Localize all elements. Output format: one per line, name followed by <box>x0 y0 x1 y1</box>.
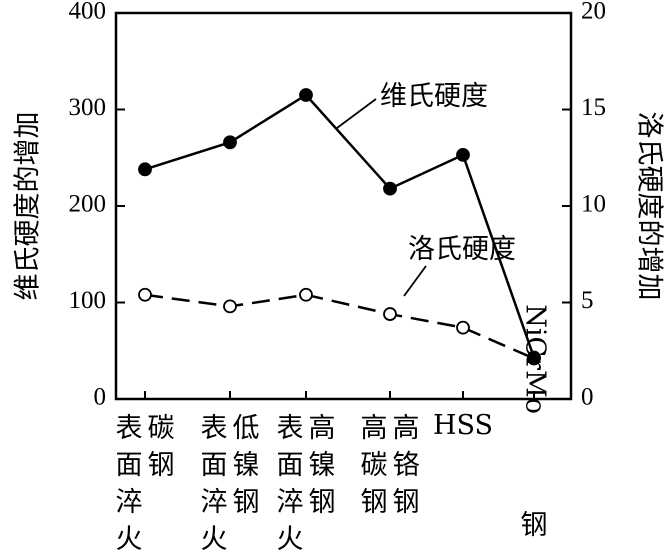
category-label: 淬 <box>277 487 304 518</box>
rockwell-point <box>299 287 313 302</box>
category-label: 面 <box>277 450 304 481</box>
right-tick-label: 10 <box>581 191 606 218</box>
right-tick-label: 20 <box>581 0 606 25</box>
category-labels: 表面淬火碳钢表面淬火低镍钢表面淬火高镍钢高碳钢高铬钢HSSNiCrMo钢 <box>116 304 551 555</box>
category-label: 火 <box>116 524 143 555</box>
left-tick-label: 100 <box>69 287 107 314</box>
category-label: 钢 <box>393 487 420 518</box>
left-axis-ticks: 0 100 200 300 400 <box>69 0 125 411</box>
category-label: 钢 <box>148 450 175 481</box>
rockwell-point <box>527 351 541 366</box>
category-label: 低 <box>233 413 260 444</box>
category-label: 钢 <box>361 487 388 518</box>
vickers-leader-line <box>336 98 377 129</box>
category-label: 钢 <box>309 487 336 518</box>
plot-frame <box>114 11 573 401</box>
left-axis-label: 维氏硬度的增加 <box>13 112 44 301</box>
category-label: 面 <box>201 450 228 481</box>
category-label: 碳 <box>148 413 175 444</box>
series-line <box>144 93 536 358</box>
rockwell-leader-line <box>403 265 427 297</box>
rockwell-point <box>138 287 152 302</box>
category-label: 碳 <box>361 450 388 481</box>
series-layer <box>138 88 541 366</box>
right-tick-label: 0 <box>581 384 594 411</box>
vickers-point <box>138 162 152 177</box>
vickers-point <box>299 88 313 102</box>
category-label: 淬 <box>116 487 143 518</box>
vickers-series-label: 维氏硬度 <box>380 81 488 112</box>
category-label: 高 <box>309 413 336 444</box>
series-line <box>144 293 535 360</box>
right-axis-ticks: 0 5 10 15 20 <box>562 0 606 411</box>
vickers-point <box>383 181 397 196</box>
category-label: 镍 <box>309 450 336 481</box>
category-label: 表 <box>201 413 228 444</box>
category-label: 面 <box>116 450 143 481</box>
rockwell-point <box>383 307 397 321</box>
category-label: 铬 <box>393 450 420 481</box>
right-tick-label: 15 <box>581 94 606 121</box>
left-tick-label: 0 <box>94 384 107 411</box>
category-label: 表 <box>116 413 143 444</box>
category-label: 表 <box>277 413 304 444</box>
right-tick-label: 5 <box>581 287 594 314</box>
rockwell-point <box>456 320 470 335</box>
category-label: 火 <box>277 524 304 555</box>
category-label: 火 <box>201 524 228 555</box>
vickers-point <box>223 135 237 150</box>
left-tick-label: 200 <box>69 191 107 218</box>
category-label: HSS <box>433 410 493 441</box>
category-label: 镍 <box>233 450 260 481</box>
rockwell-point <box>223 299 237 314</box>
category-label: 淬 <box>201 487 228 518</box>
category-label: 钢 <box>521 510 548 541</box>
category-label: 高 <box>361 413 388 444</box>
left-tick-label: 400 <box>69 0 107 25</box>
vickers-point <box>456 147 470 162</box>
rockwell-series-label: 洛氏硬度 <box>408 234 516 265</box>
category-label: 钢 <box>233 487 260 518</box>
right-axis-label: 洛氏硬度的增加 <box>634 112 665 301</box>
left-tick-label: 300 <box>69 94 107 121</box>
category-label: 高 <box>393 413 420 444</box>
